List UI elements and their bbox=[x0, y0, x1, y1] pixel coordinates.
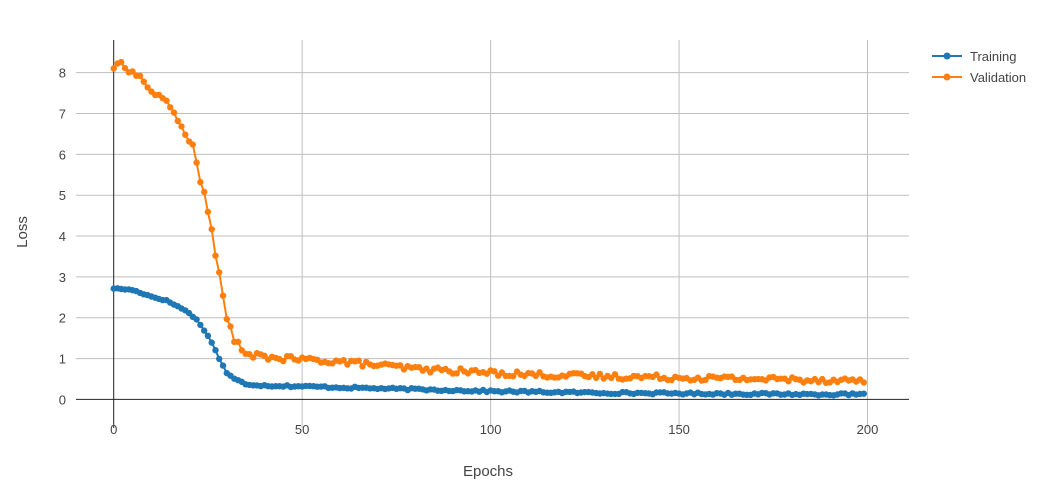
data-point-validation bbox=[397, 362, 404, 369]
x-axis-title: Epochs bbox=[463, 463, 513, 480]
x-tick-label: 200 bbox=[857, 422, 879, 437]
data-point-validation bbox=[453, 370, 460, 377]
data-point-validation bbox=[208, 226, 215, 233]
data-point-training bbox=[212, 347, 219, 354]
x-tick-label: 0 bbox=[110, 422, 117, 437]
data-point-validation bbox=[219, 292, 227, 299]
data-point-validation bbox=[201, 188, 208, 196]
y-tick-label: 3 bbox=[59, 270, 66, 285]
data-point-validation bbox=[136, 72, 144, 80]
tick-labels: 0 50 100 150 200 0 1 2 3 4 5 6 7 8 bbox=[59, 66, 879, 437]
data-point-training bbox=[219, 362, 227, 369]
data-point-training bbox=[201, 327, 208, 334]
y-tick-label: 2 bbox=[59, 311, 66, 326]
data-point-validation bbox=[193, 159, 200, 166]
data-point-validation bbox=[204, 208, 212, 216]
legend-label-training: Training bbox=[970, 49, 1016, 64]
data-point-training bbox=[197, 321, 204, 329]
x-tick-label: 100 bbox=[480, 422, 502, 437]
x-tick-label: 50 bbox=[295, 422, 309, 437]
data-point-validation bbox=[355, 357, 362, 364]
data-point-validation bbox=[223, 315, 230, 323]
data-point-validation bbox=[212, 252, 219, 259]
data-point-validation bbox=[653, 371, 660, 378]
data-point-validation bbox=[144, 84, 151, 91]
data-point-validation bbox=[227, 323, 234, 330]
x-tick-label: 150 bbox=[668, 422, 690, 437]
axes bbox=[76, 40, 909, 428]
y-tick-label: 1 bbox=[59, 352, 66, 367]
series-validation bbox=[110, 58, 867, 386]
data-point-validation bbox=[596, 370, 604, 378]
data-point-validation bbox=[536, 369, 543, 376]
data-point-validation bbox=[174, 117, 181, 125]
data-point-validation bbox=[178, 123, 185, 130]
data-point-validation bbox=[280, 357, 287, 365]
data-point-validation bbox=[110, 65, 117, 72]
data-point-validation bbox=[121, 64, 129, 72]
data-point-validation bbox=[250, 354, 257, 361]
data-point-validation bbox=[167, 104, 174, 111]
data-point-validation bbox=[170, 109, 178, 116]
data-point-validation bbox=[129, 68, 136, 75]
data-point-validation bbox=[197, 179, 204, 186]
data-point-validation bbox=[163, 97, 170, 104]
data-point-validation bbox=[359, 363, 366, 370]
data-point-validation bbox=[860, 379, 867, 386]
series-training bbox=[110, 285, 867, 399]
legend-item-training[interactable]: Training bbox=[932, 49, 1016, 64]
data-point-validation bbox=[491, 368, 498, 375]
data-point-validation bbox=[611, 371, 619, 378]
legend-marker-validation bbox=[943, 73, 951, 81]
legend-marker-training bbox=[943, 52, 951, 60]
y-tick-label: 6 bbox=[59, 147, 66, 162]
data-point-training bbox=[208, 339, 215, 346]
data-point-validation bbox=[189, 141, 196, 148]
data-point-validation bbox=[340, 357, 347, 364]
legend[interactable]: Training Validation bbox=[932, 49, 1026, 85]
data-point-validation bbox=[140, 78, 147, 85]
data-point-validation bbox=[510, 373, 517, 380]
y-axis-title: Loss bbox=[14, 216, 31, 248]
series-line-validation bbox=[112, 60, 865, 384]
data-point-training bbox=[216, 355, 223, 363]
grid bbox=[76, 40, 909, 428]
data-point-training bbox=[193, 316, 200, 323]
data-point-training bbox=[860, 390, 867, 397]
y-tick-label: 5 bbox=[59, 188, 66, 203]
legend-item-validation[interactable]: Validation bbox=[932, 70, 1026, 85]
y-tick-label: 4 bbox=[59, 229, 66, 244]
data-point-validation bbox=[234, 338, 242, 345]
plot-area bbox=[110, 58, 867, 399]
y-tick-label: 7 bbox=[59, 107, 66, 122]
data-point-validation bbox=[182, 131, 189, 138]
data-point-validation bbox=[216, 269, 223, 276]
data-point-training bbox=[204, 332, 212, 339]
data-point-validation bbox=[118, 58, 125, 66]
y-tick-label: 0 bbox=[59, 392, 66, 407]
legend-label-validation: Validation bbox=[970, 70, 1026, 85]
y-tick-label: 8 bbox=[59, 66, 66, 81]
